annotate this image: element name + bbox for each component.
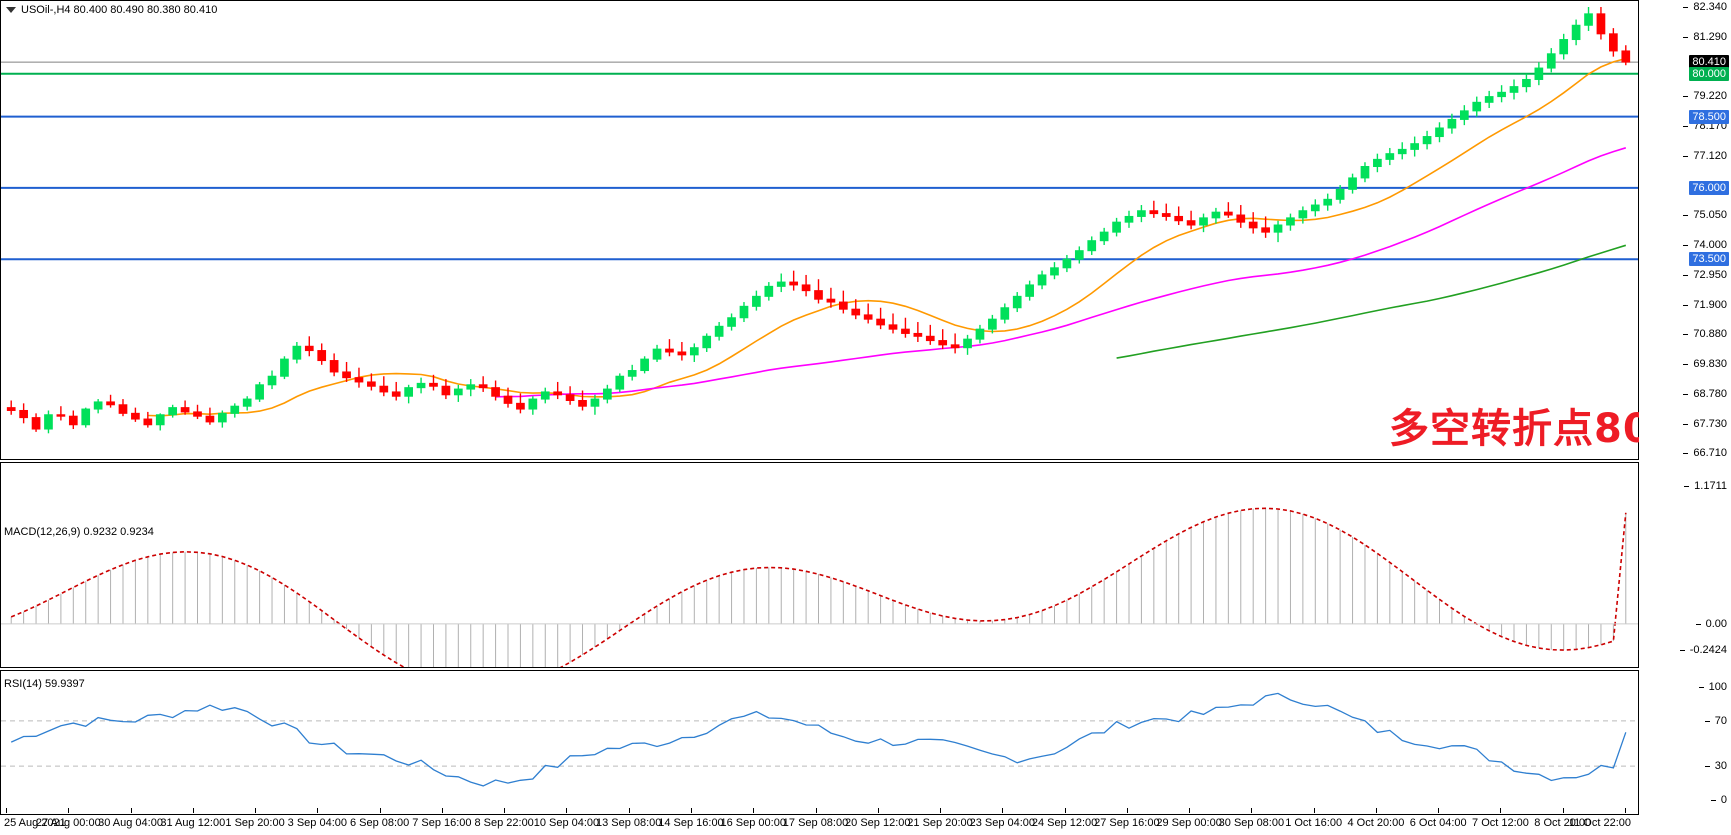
price-tick: 68.780 [1683,388,1727,400]
time-axis-label: 30 Aug 04:00 [98,817,163,829]
rsi-tick: 0 [1710,794,1727,806]
price-level-badge[interactable]: 78.500 [1689,109,1729,124]
macd-tick: 0.00 [1695,618,1727,630]
macd-tick: 1.1711 [1684,480,1727,492]
price-panel[interactable] [0,0,1639,460]
time-axis-tick [1375,808,1377,813]
time-axis-label: 23 Sep 04:00 [969,817,1036,829]
time-axis-label: 25 Aug 2021 [4,817,66,829]
macd-panel[interactable] [0,462,1639,668]
price-tick: 71.900 [1683,299,1727,311]
time-axis-tick [1002,808,1004,813]
price-level-badge[interactable]: 80.000 [1689,66,1729,81]
time-axis-label: 16 Sep 00:00 [720,817,786,829]
time-axis-label: 27 Sep 16:00 [1094,817,1160,829]
time-axis-tick [877,808,879,813]
time-axis-tick [1189,808,1191,813]
chart-annotation-text: 多空转折点80 [1389,406,1652,452]
price-tick: 81.290 [1683,31,1727,43]
price-scale-axis[interactable]: 82.340 81.290 79.220 78.170 77.120 75.050 74.0… [1639,0,1731,835]
time-axis-tick [68,808,70,813]
price-tick: 82.340 [1683,1,1727,13]
time-axis-tick [6,808,7,813]
time-axis-tick [379,808,381,813]
price-chart-canvas[interactable] [1,1,1638,459]
time-axis-label: 6 Sep 08:00 [349,817,410,829]
time-axis-tick [130,808,132,813]
time-axis-tick [1500,808,1502,813]
time-axis-tick [1438,808,1440,813]
time-axis-label: 11 Oct 22:00 [1568,817,1631,829]
price-tick: 69.830 [1683,358,1727,370]
time-axis-tick [1313,808,1315,813]
time-axis-label: 24 Sep 12:00 [1031,817,1098,829]
time-axis-tick [441,808,443,813]
price-tick: 72.950 [1683,269,1727,281]
rsi-chart-canvas[interactable] [1,671,1638,814]
macd-indicator-label: MACD(12,26,9) 0.9232 0.9234 [4,526,154,538]
time-axis-tick [1562,808,1564,813]
time-axis-label: 14 Sep 16:00 [658,817,724,829]
time-axis-label: 8 Sep 22:00 [474,817,534,829]
time-axis-tick [1251,808,1253,813]
time-axis-label: 20 Sep 12:00 [845,817,911,829]
time-axis-tick [317,808,319,813]
time-axis-tick [940,808,942,813]
current-price-badge[interactable]: 80.410 [1689,55,1729,70]
time-axis-label: 29 Sep 00:00 [1156,817,1222,829]
time-axis-label: 1 Sep 20:00 [225,817,285,829]
time-axis-label: 1 Oct 16:00 [1285,817,1343,829]
time-axis-tick [504,808,506,813]
time-axis-label: 7 Oct 12:00 [1472,817,1529,829]
time-axis-tick [255,808,257,813]
time-axis-tick [192,808,194,813]
time-axis-label: 30 Sep 08:00 [1218,817,1285,829]
time-axis-label: 27 Aug 00:00 [35,817,101,829]
time-axis-label: 8 Oct 20:00 [1534,817,1592,829]
time-axis-label: 4 Oct 20:00 [1347,817,1405,829]
price-tick: 70.880 [1683,328,1727,340]
time-axis-tick [1064,808,1066,813]
macd-tick: -0.2424 [1679,644,1727,656]
rsi-tick: 70 [1704,715,1727,727]
time-axis-label: 13 Sep 08:00 [595,817,662,829]
price-tick: 67.730 [1683,418,1727,430]
price-tick: 77.120 [1683,150,1727,162]
price-tick: 79.220 [1683,90,1727,102]
price-level-badge[interactable]: 76.000 [1689,180,1729,195]
time-axis-label: 3 Sep 04:00 [287,817,348,829]
time-axis-label: 17 Sep 08:00 [782,817,849,829]
time-axis-label: 7 Sep 16:00 [412,817,472,829]
symbol-header[interactable]: USOil-,H4 80.400 80.490 80.380 80.410 [6,4,217,16]
time-axis-tick [815,808,817,813]
price-tick: 75.050 [1683,209,1727,221]
price-level-badge[interactable]: 73.500 [1689,252,1729,267]
time-axis-label: 31 Aug 12:00 [160,817,226,829]
triangle-down-icon[interactable] [6,7,16,14]
time-axis-tick [1126,808,1128,813]
rsi-tick: 30 [1704,760,1727,772]
time-axis-label: 10 Sep 04:00 [533,817,600,829]
price-tick: 74.000 [1683,239,1727,251]
time-axis-tick [753,808,755,813]
rsi-panel[interactable] [0,670,1639,815]
rsi-tick: 100 [1698,681,1727,693]
price-tick: 66.710 [1683,447,1727,459]
time-axis-tick [628,808,630,813]
time-axis-label: 21 Sep 20:00 [907,817,973,829]
symbol-ohlc-text: USOil-,H4 80.400 80.490 80.380 80.410 [21,4,218,16]
macd-chart-canvas[interactable] [1,463,1638,667]
time-axis-tick [1625,808,1626,813]
time-axis-tick [690,808,692,813]
rsi-indicator-label: RSI(14) 59.9397 [4,678,85,690]
time-axis-tick [566,808,568,813]
time-axis-label: 6 Oct 04:00 [1409,817,1467,829]
time-scale-axis[interactable]: 25 Aug 2021 27 Aug 00:00 30 Aug 04:00 31 Au… [0,808,1639,835]
